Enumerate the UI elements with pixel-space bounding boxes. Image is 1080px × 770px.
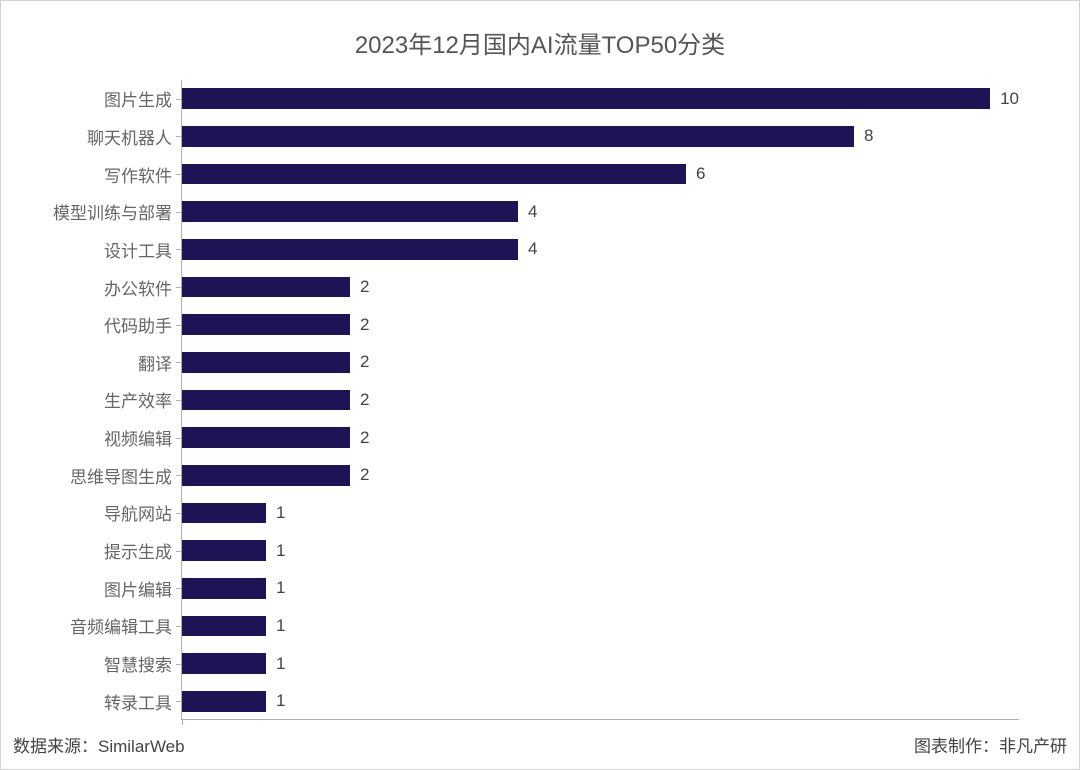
bar-row: 导航网站1 xyxy=(182,503,1019,524)
category-label: 音频编辑工具 xyxy=(70,613,182,638)
bar-row: 模型训练与部署4 xyxy=(182,201,1019,222)
category-label: 聊天机器人 xyxy=(87,124,182,149)
bar-row: 视频编辑2 xyxy=(182,427,1019,448)
bar xyxy=(182,691,266,712)
bar xyxy=(182,427,350,448)
category-label: 思维导图生成 xyxy=(70,463,182,488)
value-label: 10 xyxy=(990,89,1019,109)
bar-row: 聊天机器人8 xyxy=(182,126,1019,147)
bar xyxy=(182,277,350,298)
value-label: 1 xyxy=(266,691,285,711)
value-label: 8 xyxy=(854,126,873,146)
bar xyxy=(182,465,350,486)
category-label: 模型训练与部署 xyxy=(53,199,182,224)
value-label: 4 xyxy=(518,202,537,222)
bar xyxy=(182,201,518,222)
bar-row: 转录工具1 xyxy=(182,691,1019,712)
bar xyxy=(182,503,266,524)
bar-row: 生产效率2 xyxy=(182,390,1019,411)
category-label: 翻译 xyxy=(138,350,182,375)
bar-row: 图片编辑1 xyxy=(182,578,1019,599)
value-label: 6 xyxy=(686,164,705,184)
data-source-label: 数据来源：SimilarWeb xyxy=(13,732,185,757)
value-label: 4 xyxy=(518,239,537,259)
value-label: 2 xyxy=(350,428,369,448)
value-label: 1 xyxy=(266,541,285,561)
value-label: 2 xyxy=(350,315,369,335)
bar xyxy=(182,126,854,147)
value-label: 2 xyxy=(350,465,369,485)
bar-row: 翻译2 xyxy=(182,352,1019,373)
bar xyxy=(182,314,350,335)
chart-title: 2023年12月国内AI流量TOP50分类 xyxy=(1,1,1079,80)
category-label: 提示生成 xyxy=(104,538,182,563)
bar-row: 智慧搜索1 xyxy=(182,653,1019,674)
bar xyxy=(182,616,266,637)
bar-row: 音频编辑工具1 xyxy=(182,616,1019,637)
bar xyxy=(182,653,266,674)
bar xyxy=(182,352,350,373)
value-label: 1 xyxy=(266,578,285,598)
bar xyxy=(182,239,518,260)
bar-row: 代码助手2 xyxy=(182,314,1019,335)
chart-credit-label: 图表制作：非凡产研 xyxy=(914,732,1067,757)
category-label: 代码助手 xyxy=(104,312,182,337)
category-label: 办公软件 xyxy=(104,275,182,300)
bar-row: 设计工具4 xyxy=(182,239,1019,260)
category-label: 生产效率 xyxy=(104,387,182,412)
category-label: 智慧搜索 xyxy=(104,651,182,676)
value-label: 2 xyxy=(350,277,369,297)
bar xyxy=(182,164,686,185)
category-label: 写作软件 xyxy=(104,162,182,187)
value-label: 2 xyxy=(350,390,369,410)
category-label: 图片生成 xyxy=(104,86,182,111)
category-label: 图片编辑 xyxy=(104,576,182,601)
category-label: 转录工具 xyxy=(104,689,182,714)
chart-plot-area: 图片生成10 聊天机器人8 写作软件6 模型训练与部署4 设计工具4 办公软件2 代码助手2… xyxy=(181,80,1019,720)
category-label: 视频编辑 xyxy=(104,425,182,450)
bar-row: 图片生成10 xyxy=(182,88,1019,109)
bar-row: 写作软件6 xyxy=(182,164,1019,185)
bar-row: 提示生成1 xyxy=(182,540,1019,561)
bar xyxy=(182,540,266,561)
bar-row: 思维导图生成2 xyxy=(182,465,1019,486)
bar xyxy=(182,88,990,109)
value-label: 2 xyxy=(350,352,369,372)
category-label: 设计工具 xyxy=(104,237,182,262)
value-label: 1 xyxy=(266,654,285,674)
bar-row: 办公软件2 xyxy=(182,277,1019,298)
bar xyxy=(182,390,350,411)
category-label: 导航网站 xyxy=(104,500,182,525)
bar xyxy=(182,578,266,599)
value-label: 1 xyxy=(266,503,285,523)
value-label: 1 xyxy=(266,616,285,636)
